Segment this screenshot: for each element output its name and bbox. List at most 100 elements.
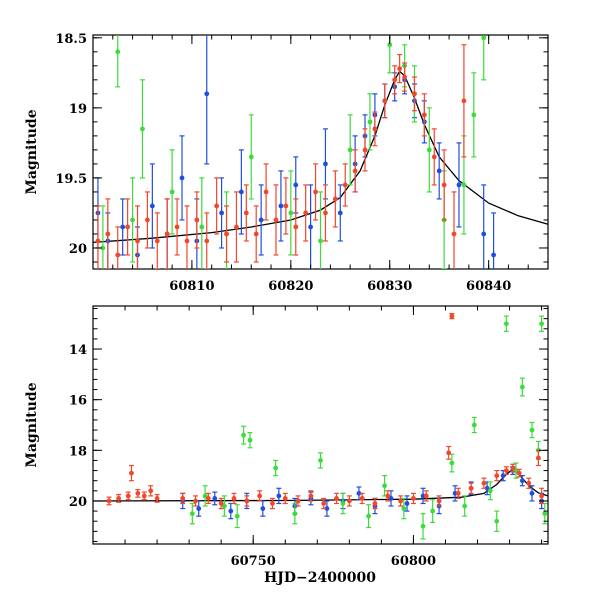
data-point xyxy=(449,460,455,466)
x-tick-label: 60810 xyxy=(169,279,214,294)
data-point xyxy=(129,470,134,476)
data-point xyxy=(456,182,462,188)
data-point xyxy=(481,35,487,41)
bottom-x-axis-label: HJD−2400000 xyxy=(264,570,376,586)
model-curve xyxy=(92,70,549,244)
y-tick-label: 20 xyxy=(69,242,87,257)
data-point xyxy=(535,455,541,461)
data-point xyxy=(184,238,190,244)
data-point xyxy=(193,498,198,504)
data-point xyxy=(421,112,427,118)
data-point xyxy=(273,217,279,223)
data-point xyxy=(125,493,131,499)
top-data-points xyxy=(95,35,497,269)
top-model-curve-group xyxy=(92,70,549,244)
data-point xyxy=(243,210,249,216)
data-point xyxy=(487,488,493,494)
points-clip-group xyxy=(106,312,548,540)
data-point xyxy=(412,91,417,97)
data-point xyxy=(526,480,532,486)
data-point xyxy=(258,217,264,223)
data-point xyxy=(204,91,210,97)
data-point xyxy=(461,98,467,104)
data-point xyxy=(372,501,378,506)
data-point xyxy=(263,189,269,195)
data-point xyxy=(494,518,500,524)
y-tick-label: 19.5 xyxy=(55,172,87,187)
y-tick-label: 18.5 xyxy=(55,32,87,47)
data-point xyxy=(346,498,352,504)
data-point xyxy=(115,252,121,258)
data-point xyxy=(204,238,210,244)
data-point xyxy=(95,238,101,244)
top-panel: 60810 60820 60830 60840 18.5 19 19.5 20 Magnitu… xyxy=(24,32,549,294)
data-point xyxy=(366,513,371,519)
data-point xyxy=(282,496,288,501)
data-point xyxy=(491,252,496,258)
x-tick-label: 60840 xyxy=(466,279,511,294)
data-point xyxy=(468,485,474,491)
data-point xyxy=(342,182,348,188)
data-point xyxy=(446,450,452,456)
data-point xyxy=(248,154,254,160)
data-point xyxy=(430,508,436,514)
data-point xyxy=(135,238,140,244)
y-tick-label: 20 xyxy=(69,495,87,510)
data-point xyxy=(293,182,299,188)
data-point xyxy=(461,182,467,188)
data-point xyxy=(423,493,429,499)
data-point xyxy=(471,112,477,118)
data-point xyxy=(321,501,327,506)
data-point xyxy=(503,321,509,327)
data-point xyxy=(154,238,160,244)
data-point xyxy=(352,168,358,174)
data-point xyxy=(278,203,284,209)
data-point xyxy=(106,498,112,504)
data-point xyxy=(367,119,373,125)
data-point xyxy=(100,245,106,251)
data-point xyxy=(218,501,224,506)
bottom-y-axis-label: Magnitude xyxy=(24,382,40,467)
data-point xyxy=(149,203,155,209)
data-point xyxy=(169,189,175,195)
data-point xyxy=(105,231,111,237)
data-point xyxy=(323,161,328,167)
data-point xyxy=(231,496,237,501)
data-point xyxy=(471,422,477,428)
y-tick-label: 18 xyxy=(69,444,87,459)
data-point xyxy=(148,488,154,494)
y-tick-label: 16 xyxy=(69,394,87,409)
data-point xyxy=(455,490,461,496)
data-point xyxy=(332,196,338,202)
data-point xyxy=(234,513,240,519)
data-point xyxy=(270,501,275,506)
data-point xyxy=(420,523,426,529)
data-point xyxy=(212,496,218,501)
data-point xyxy=(385,493,391,499)
y-tick-label: 19 xyxy=(69,102,87,117)
data-point xyxy=(214,203,220,209)
data-point xyxy=(539,493,544,499)
bottom-axis-ticks: 60750 60800 14 16 18 20 xyxy=(69,306,548,569)
x-tick-label: 60800 xyxy=(391,554,436,569)
data-point xyxy=(481,480,487,486)
data-point xyxy=(189,511,195,517)
data-point xyxy=(205,496,211,501)
x-tick-label: 60820 xyxy=(268,279,313,294)
data-point xyxy=(401,506,407,511)
data-point xyxy=(436,498,442,504)
data-point xyxy=(115,49,121,55)
data-point xyxy=(303,210,309,216)
data-point xyxy=(404,501,410,506)
data-point xyxy=(292,511,298,517)
points-clip-group xyxy=(95,35,497,269)
bottom-panel-frame xyxy=(92,305,549,545)
data-point xyxy=(130,217,135,223)
data-point xyxy=(164,231,170,237)
data-point xyxy=(484,485,490,491)
data-point xyxy=(234,224,239,230)
data-point xyxy=(529,427,535,433)
data-point xyxy=(441,182,447,188)
bottom-model-curve-group xyxy=(92,468,549,502)
